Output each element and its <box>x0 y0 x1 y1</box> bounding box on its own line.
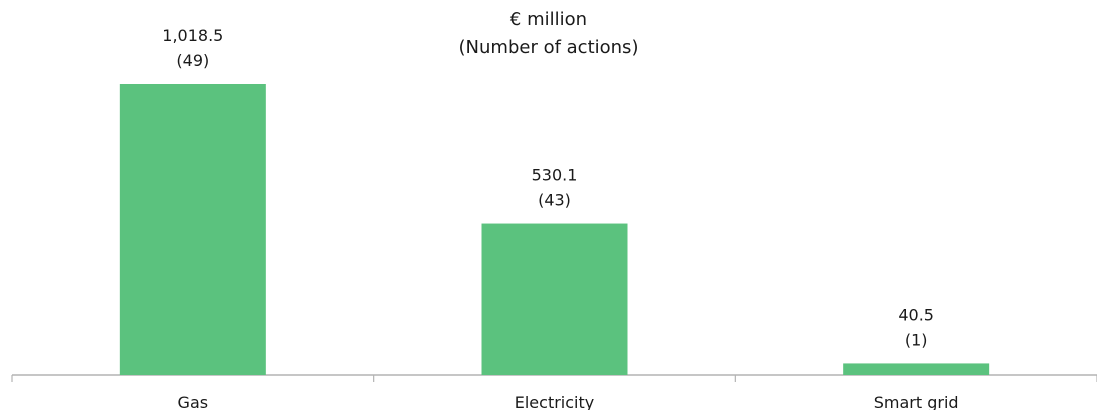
bar-gas <box>119 84 266 375</box>
bar-electricity <box>481 223 628 375</box>
x-tick-label: Electricity <box>515 393 594 410</box>
data-label-count: (1) <box>905 330 928 349</box>
data-label-value: 40.5 <box>898 305 934 324</box>
bar-smart-grid <box>843 363 990 375</box>
data-label-count: (49) <box>176 51 209 70</box>
x-tick-label: Gas <box>178 393 209 410</box>
data-label-value: 1,018.5 <box>162 26 223 45</box>
chart-title: € million <box>509 9 588 30</box>
chart-subtitle: (Number of actions) <box>458 37 639 58</box>
x-tick-label: Smart grid <box>874 393 959 410</box>
data-label-count: (43) <box>538 191 571 210</box>
data-label-value: 530.1 <box>532 166 578 185</box>
